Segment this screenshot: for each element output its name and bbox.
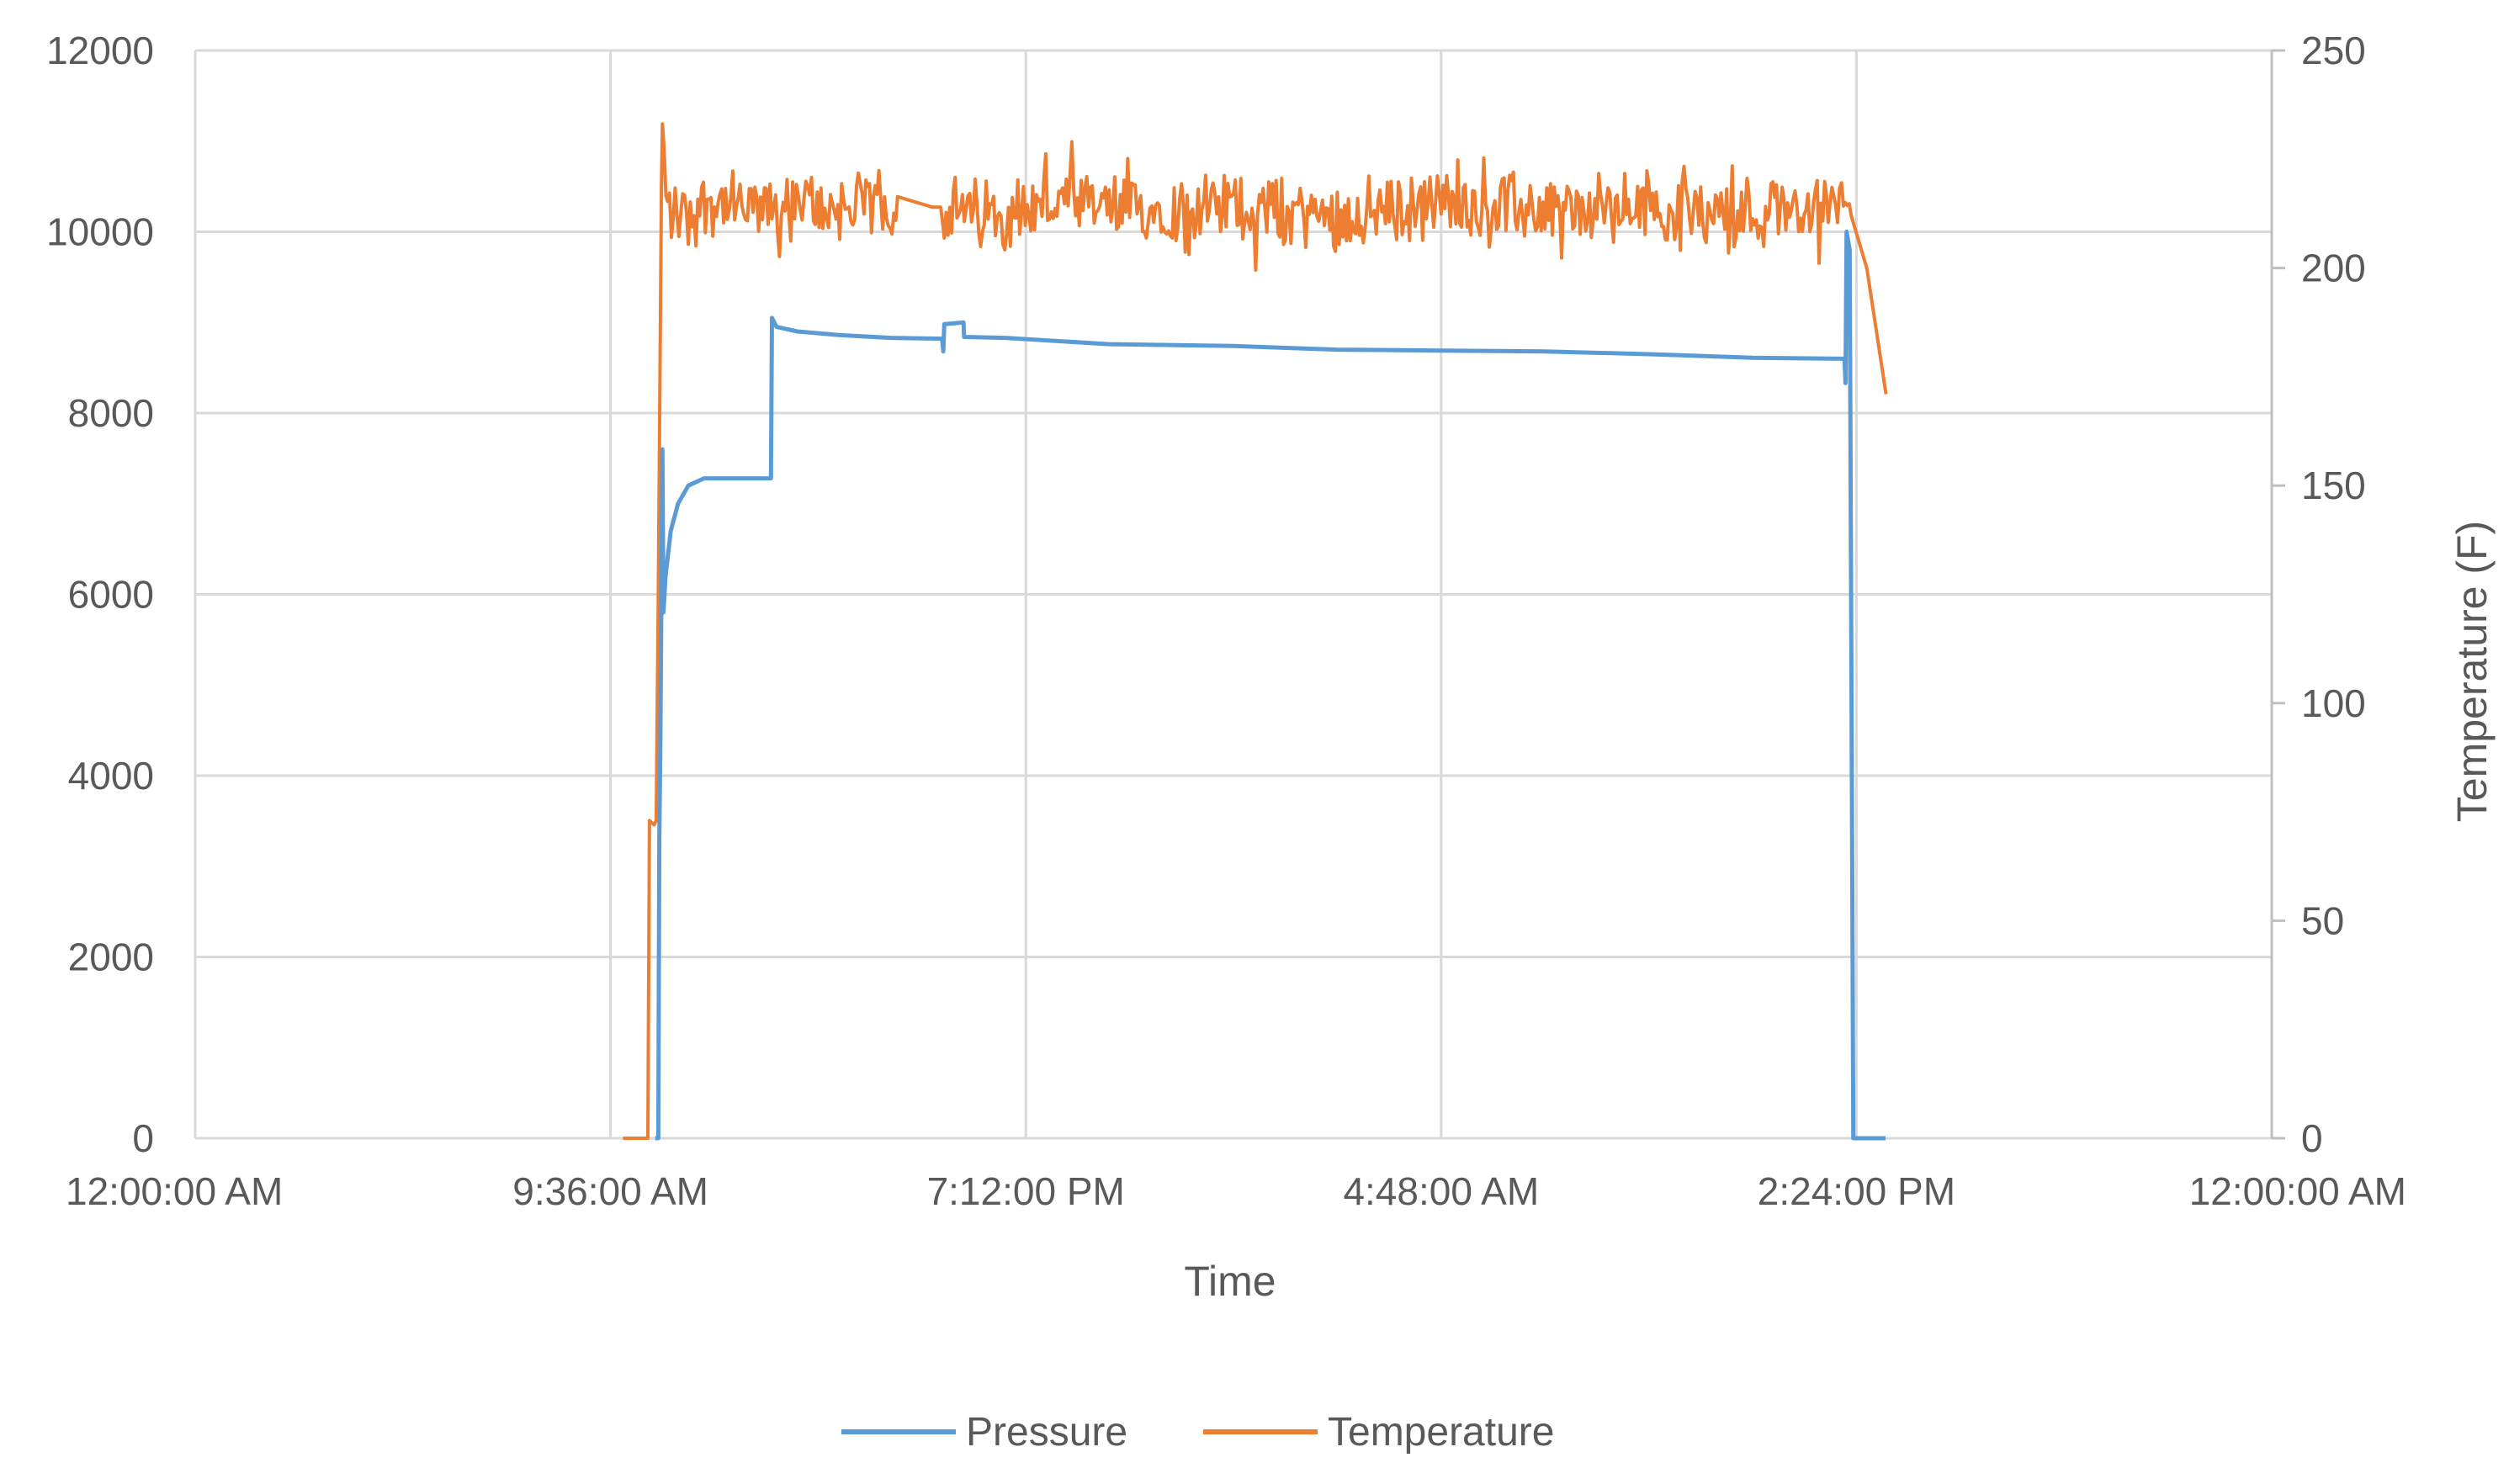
left-y-axis-ticks: 0 2000 4000 6000 8000 10000 12000 (46, 29, 154, 1160)
right-y-axis-ticks: 0 50 100 150 200 250 (2270, 29, 2366, 1160)
legend-item-temperature: Temperature (1203, 1410, 1554, 1455)
x-tick-label: 2:24:00 PM (1758, 1169, 1955, 1213)
right-y-tick-label: 50 (2301, 898, 2344, 942)
left-y-tick-label: 8000 (68, 391, 154, 435)
legend-label-pressure: Pressure (966, 1410, 1127, 1455)
gridlines (194, 49, 2273, 1140)
right-y-tick-label: 0 (2301, 1116, 2323, 1160)
left-y-tick-label: 0 (132, 1116, 154, 1160)
right-y-axis-title: Temperature (F) (2448, 521, 2496, 822)
right-y-tick-label: 200 (2301, 246, 2366, 290)
legend: Pressure Temperature (841, 1410, 1554, 1455)
legend-label-temperature: Temperature (1328, 1410, 1554, 1455)
x-axis-title: Time (1184, 1258, 1276, 1305)
left-y-tick-label: 6000 (68, 573, 154, 617)
x-tick-label: 4:48:00 AM (1343, 1169, 1539, 1213)
series-line-temperature (623, 122, 1888, 1140)
right-y-tick-label: 150 (2301, 464, 2366, 507)
x-axis-ticks: 12:00:00 AM 9:36:00 AM 7:12:00 PM 4:48:00 A… (66, 1169, 2406, 1213)
left-y-tick-label: 4000 (68, 754, 154, 798)
x-tick-label: 12:00:00 AM (2189, 1169, 2406, 1213)
left-y-tick-label: 2000 (68, 935, 154, 979)
legend-item-pressure: Pressure (841, 1410, 1127, 1455)
left-y-tick-label: 12000 (46, 29, 154, 72)
x-tick-label: 9:36:00 AM (512, 1169, 708, 1213)
left-y-tick-label: 10000 (46, 210, 154, 254)
series-line-pressure (655, 230, 1886, 1141)
series-lines (623, 122, 1888, 1141)
right-y-tick-label: 100 (2301, 681, 2366, 725)
right-y-tick-label: 250 (2301, 29, 2366, 72)
x-tick-label: 7:12:00 PM (927, 1169, 1125, 1213)
x-tick-label: 12:00:00 AM (66, 1169, 283, 1213)
